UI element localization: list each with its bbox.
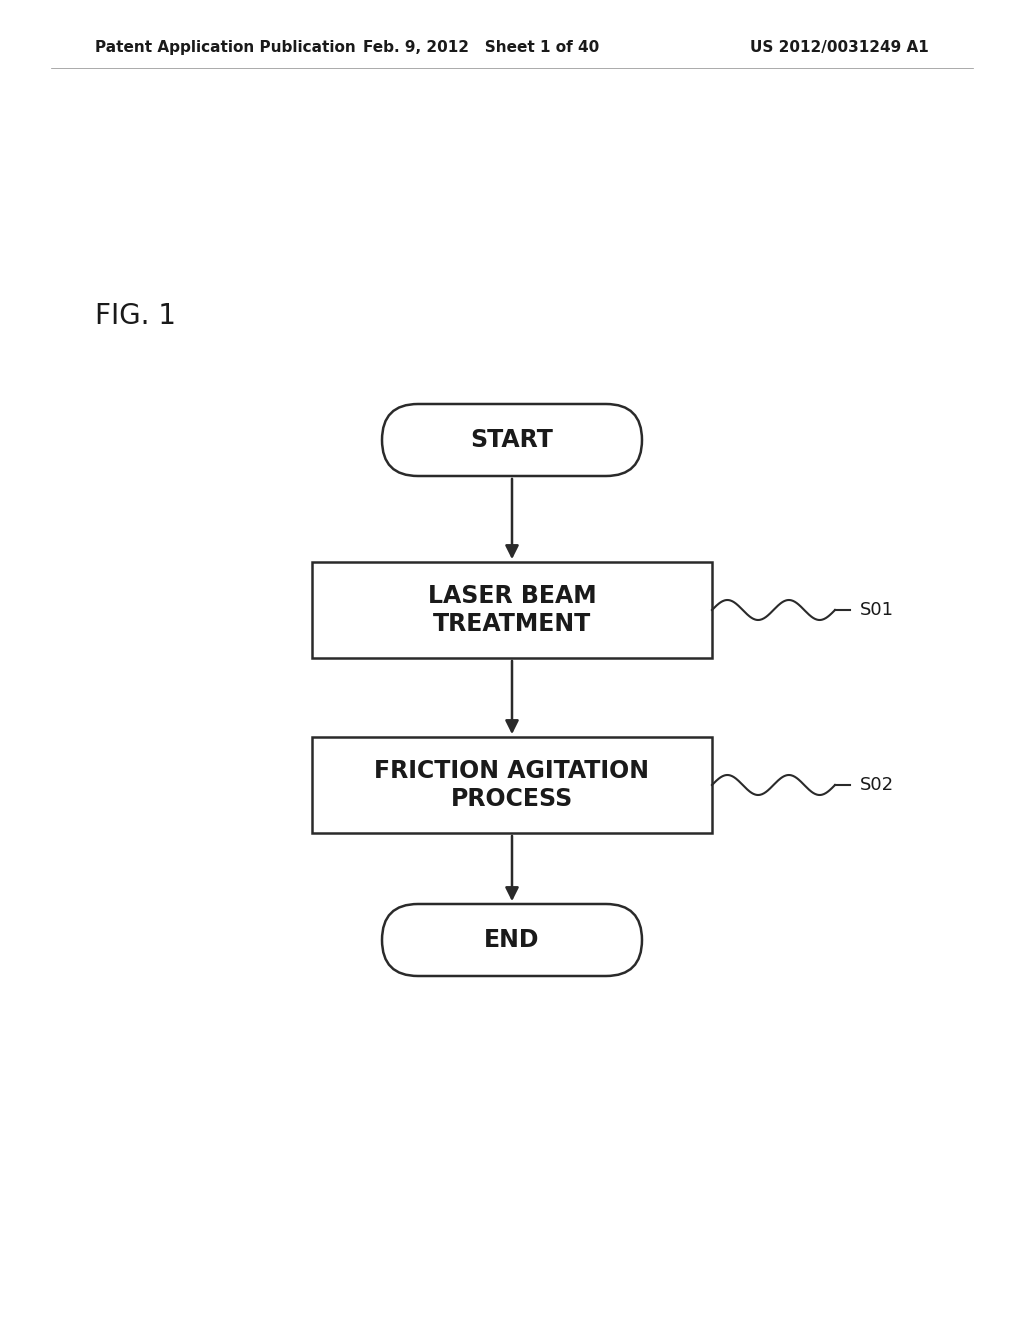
Text: Feb. 9, 2012   Sheet 1 of 40: Feb. 9, 2012 Sheet 1 of 40: [364, 40, 599, 55]
Text: S02: S02: [860, 776, 894, 795]
Bar: [312, 562, 712, 657]
Text: END: END: [484, 928, 540, 952]
FancyBboxPatch shape: [382, 904, 642, 975]
Text: LASER BEAM
TREATMENT: LASER BEAM TREATMENT: [428, 583, 596, 636]
Text: US 2012/0031249 A1: US 2012/0031249 A1: [751, 40, 929, 55]
Bar: [312, 737, 712, 833]
Text: S01: S01: [860, 601, 894, 619]
FancyBboxPatch shape: [382, 404, 642, 477]
Text: START: START: [471, 428, 553, 451]
Text: Patent Application Publication: Patent Application Publication: [95, 40, 355, 55]
Text: FRICTION AGITATION
PROCESS: FRICTION AGITATION PROCESS: [375, 759, 649, 810]
Text: FIG. 1: FIG. 1: [95, 302, 176, 330]
